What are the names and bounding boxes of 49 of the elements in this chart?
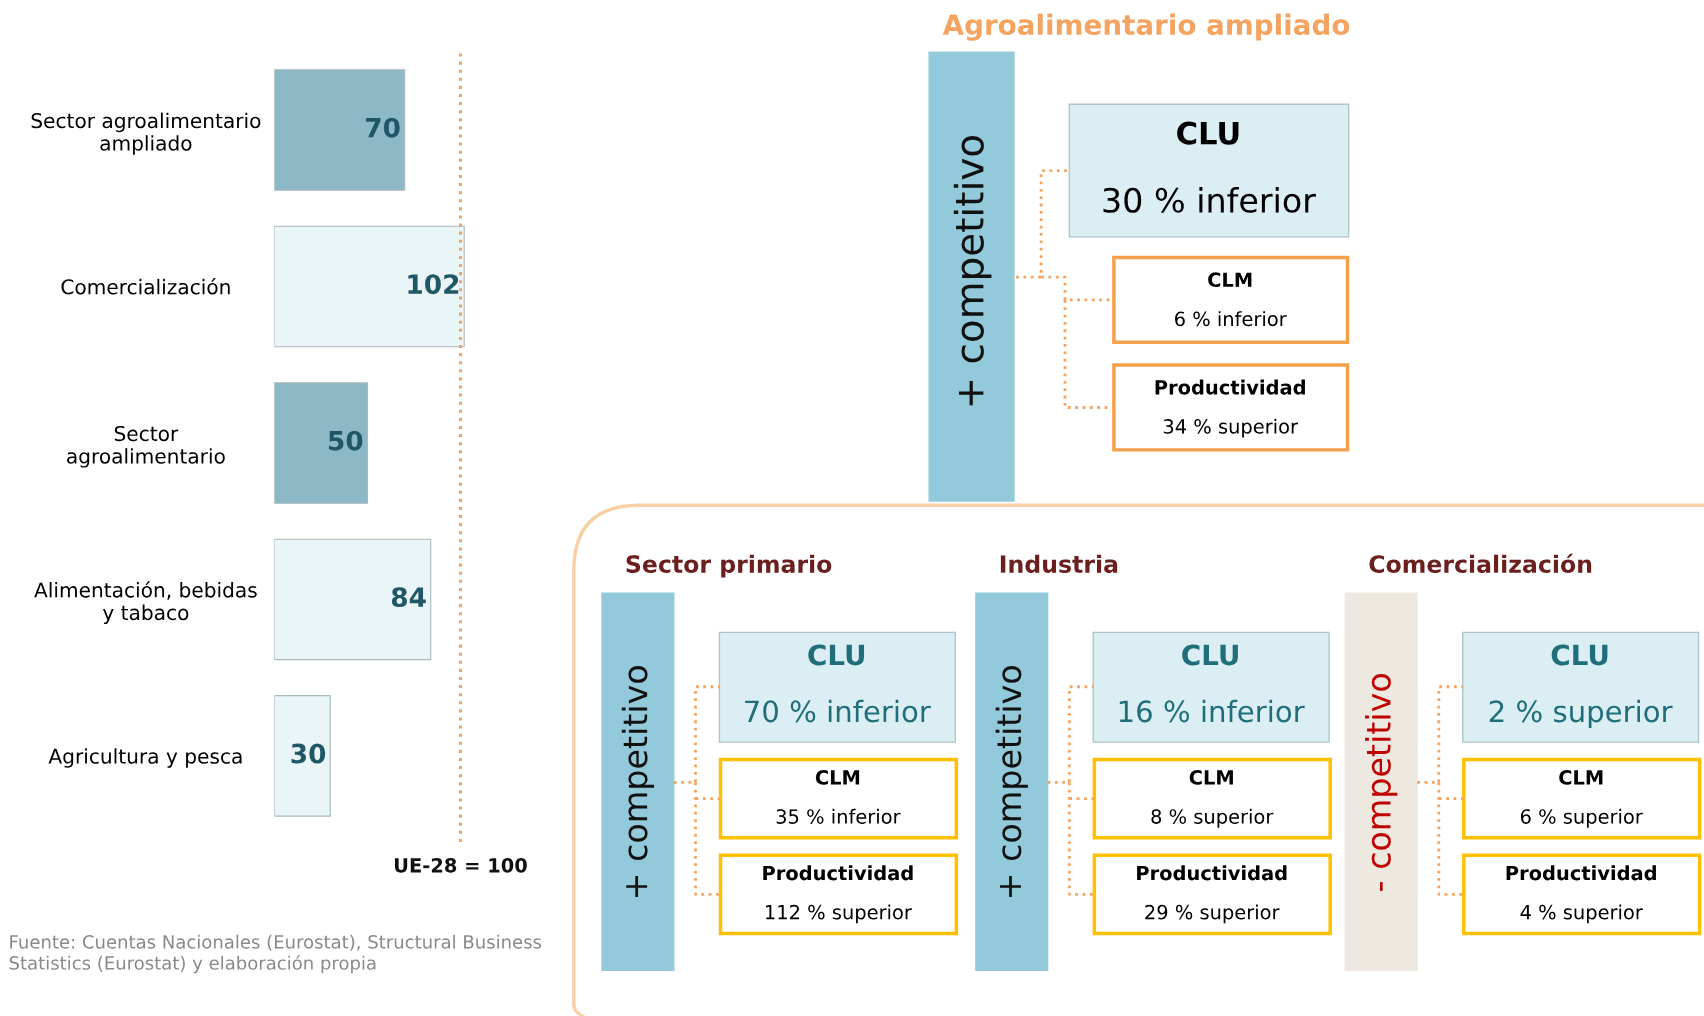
text: 112 % superior	[766, 904, 912, 924]
text: 34 % superior	[1163, 418, 1298, 438]
text: CLU	[1182, 644, 1238, 666]
text: 70 % inferior	[745, 699, 931, 723]
text: 16 % inferior	[1119, 699, 1305, 723]
bar	[274, 69, 406, 191]
bar	[274, 225, 465, 348]
bar	[274, 382, 368, 504]
text: CLU	[1551, 644, 1608, 666]
text: 30 % inferior	[1103, 187, 1316, 213]
text: 35 % inferior	[776, 808, 901, 824]
text: 6 % superior	[1520, 808, 1643, 828]
y-tick-label: Alimentación, bebidas y tabaco	[34, 581, 257, 625]
data-label: 102	[408, 274, 459, 295]
text: 29 % superior	[1145, 904, 1280, 924]
text: + competitivo	[953, 136, 992, 406]
text: Productividad	[1506, 865, 1656, 881]
text: CLM	[1559, 770, 1603, 785]
y-tick-label: Sector agroalimentario	[67, 425, 225, 468]
text: 2 % superior	[1489, 699, 1673, 729]
text: Productividad	[1137, 865, 1287, 881]
text: CLU	[1177, 121, 1239, 145]
data-label: 70	[365, 117, 400, 138]
text: CLM	[815, 770, 860, 785]
text: 6 % inferior	[1175, 311, 1287, 327]
text: 4 % superior	[1520, 904, 1643, 924]
bar	[274, 538, 432, 661]
data-label: 84	[391, 587, 426, 608]
text: 8 % superior	[1151, 808, 1274, 828]
text: + competitivo	[995, 666, 1028, 897]
text: Productividad	[1155, 379, 1305, 395]
y-tick-label: Agricultura y pesca	[48, 748, 242, 768]
data-label: 30	[291, 743, 326, 764]
text: Industria	[1000, 554, 1118, 573]
text: + competitivo	[621, 666, 655, 897]
data-label: 50	[329, 430, 363, 451]
source-note: Fuente: Cuentas Nacionales (Eurostat), Structural Business Statistics (Eurostat) y elaboración propia	[9, 934, 542, 974]
text: Agroalimentario ampliado	[942, 13, 1350, 41]
text: CLM	[1189, 770, 1233, 785]
text: CLU	[808, 644, 865, 666]
text: CLM	[1208, 272, 1252, 288]
ref-line-label: UE-28 = 100	[394, 857, 527, 873]
text: Sector primario	[626, 554, 832, 578]
text: Comercialización	[1369, 553, 1592, 573]
y-tick-label: Sector agroalimentario ampliado	[31, 112, 261, 155]
y-tick-label: Comercialización	[61, 278, 230, 295]
bar	[274, 695, 331, 817]
text: Productividad	[763, 865, 913, 881]
text: - competitivo	[1365, 674, 1398, 891]
